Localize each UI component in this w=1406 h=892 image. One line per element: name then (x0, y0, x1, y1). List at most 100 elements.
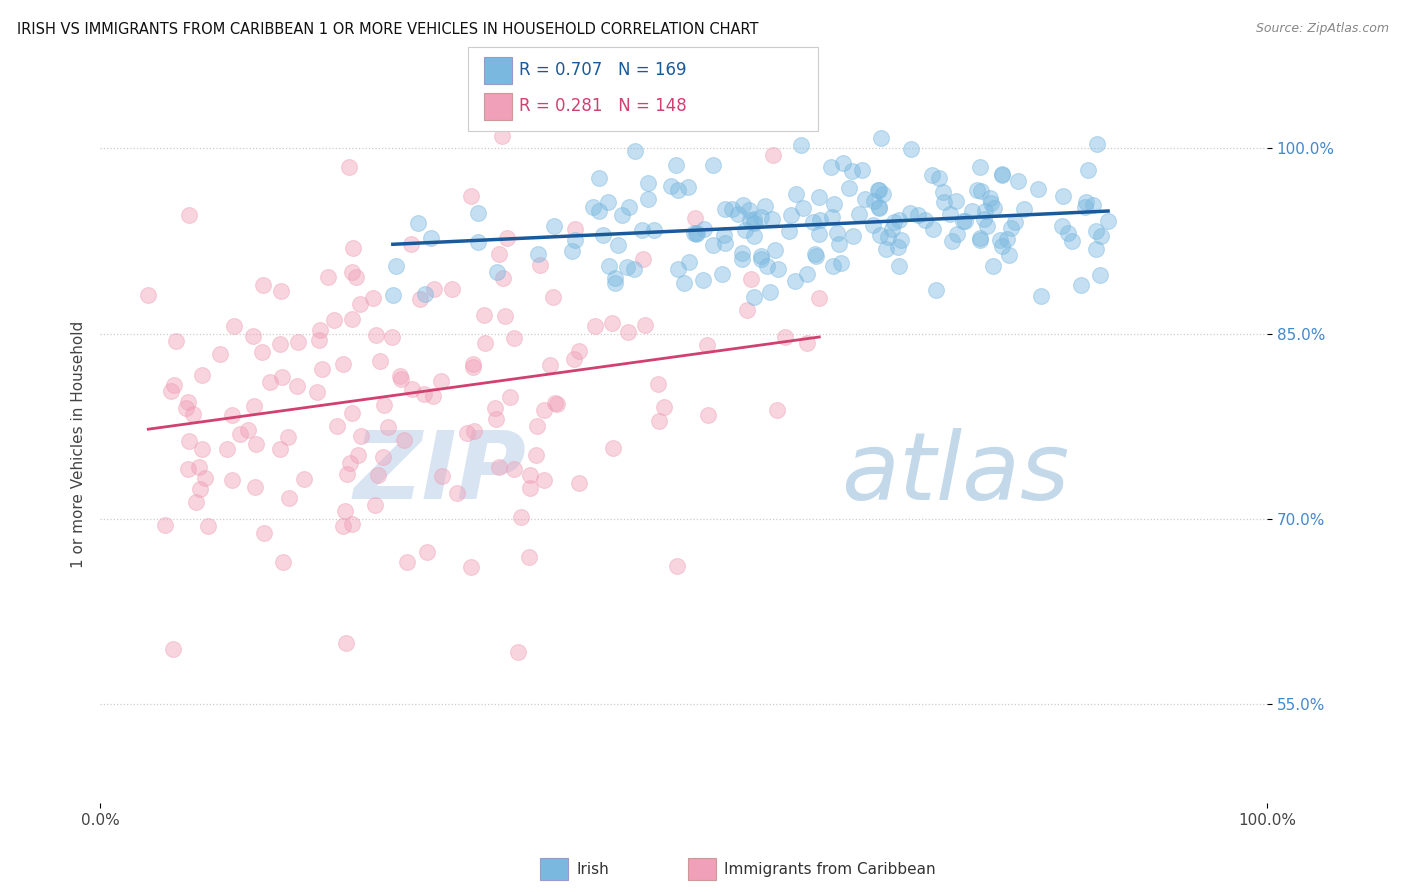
Point (740, 271, 762, 285)
Point (533, 402, 555, 417)
Point (546, 397, 568, 411)
Point (960, 204, 983, 219)
Point (1052, 189, 1074, 203)
Point (409, 292, 432, 306)
Point (463, 357, 485, 371)
Point (969, 161, 991, 175)
Point (991, 168, 1014, 182)
Point (742, 211, 765, 226)
Point (685, 226, 707, 240)
Point (1077, 162, 1099, 177)
Point (287, 335, 309, 350)
Point (238, 423, 260, 437)
Point (738, 213, 761, 227)
Point (713, 227, 735, 242)
Point (526, 419, 548, 434)
Point (162, 378, 184, 392)
Point (381, 288, 404, 302)
Point (796, 267, 818, 281)
Point (759, 285, 782, 299)
Point (1050, 219, 1073, 234)
Point (564, 233, 586, 247)
Point (868, 201, 890, 215)
Point (922, 221, 945, 235)
Text: ZIP: ZIP (353, 427, 526, 519)
Point (808, 291, 831, 305)
Point (463, 424, 485, 438)
Point (742, 290, 765, 304)
Point (416, 545, 439, 559)
Point (981, 259, 1004, 273)
Point (245, 437, 267, 451)
Point (991, 239, 1014, 253)
Point (510, 510, 533, 524)
Point (191, 368, 214, 382)
Text: R = 0.281   N = 148: R = 0.281 N = 148 (519, 97, 686, 115)
Point (600, 316, 623, 330)
Point (271, 555, 294, 569)
Point (970, 184, 993, 198)
Point (1081, 198, 1104, 212)
Point (224, 318, 246, 333)
Point (602, 441, 624, 455)
Text: Irish: Irish (576, 863, 609, 877)
Point (491, 128, 513, 143)
Point (243, 400, 266, 414)
Text: Immigrants from Caribbean: Immigrants from Caribbean (724, 863, 936, 877)
Point (761, 211, 783, 226)
Point (842, 229, 865, 244)
Point (592, 227, 614, 242)
Point (647, 377, 669, 392)
Point (385, 259, 408, 273)
Point (973, 212, 995, 227)
Point (285, 379, 308, 393)
Point (495, 231, 517, 245)
Point (440, 282, 463, 296)
Point (876, 230, 898, 244)
Point (624, 144, 647, 158)
Point (323, 313, 346, 327)
Point (605, 276, 627, 290)
Point (866, 184, 889, 198)
Point (941, 234, 963, 248)
Point (155, 518, 177, 533)
Point (1085, 137, 1108, 152)
Point (1085, 224, 1108, 238)
Text: IRISH VS IMMIGRANTS FROM CARIBBEAN 1 OR MORE VEHICLES IN HOUSEHOLD CORRELATION C: IRISH VS IMMIGRANTS FROM CARIBBEAN 1 OR … (17, 22, 758, 37)
Point (610, 208, 633, 222)
Point (177, 208, 200, 222)
Point (463, 359, 485, 374)
Point (308, 333, 330, 347)
Point (259, 375, 281, 389)
Point (830, 256, 852, 270)
Point (177, 394, 200, 409)
Point (616, 260, 638, 275)
Point (953, 213, 976, 227)
Point (446, 486, 468, 500)
Point (371, 450, 394, 465)
Point (344, 270, 367, 285)
Point (792, 202, 814, 216)
Point (702, 158, 724, 172)
Point (734, 223, 756, 237)
Point (335, 467, 357, 481)
Point (889, 260, 911, 274)
Point (1062, 234, 1084, 248)
Point (702, 238, 724, 252)
Point (790, 138, 813, 153)
Point (880, 222, 903, 236)
Point (181, 407, 204, 421)
Point (763, 243, 786, 257)
Point (1073, 200, 1095, 214)
Point (278, 491, 301, 505)
Point (1007, 174, 1029, 188)
Point (821, 210, 844, 224)
Text: R = 0.707   N = 169: R = 0.707 N = 169 (519, 62, 686, 79)
Point (472, 308, 495, 322)
Point (721, 202, 744, 216)
Point (541, 290, 564, 304)
Point (804, 249, 827, 263)
Point (914, 213, 936, 227)
Point (221, 473, 243, 487)
Point (598, 194, 620, 209)
